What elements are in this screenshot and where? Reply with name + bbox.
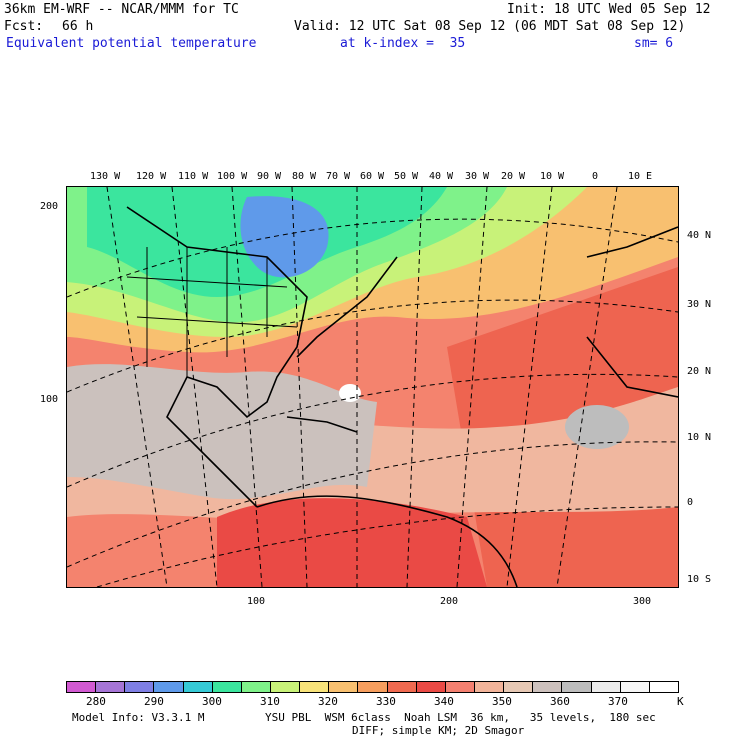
colorbar-swatch	[358, 682, 388, 692]
lon-label: 30 W	[465, 171, 490, 182]
lon-label: 40 W	[429, 171, 454, 182]
colorbar-swatch	[96, 682, 126, 692]
map-canvas	[67, 187, 678, 587]
colorbar-swatch	[125, 682, 155, 692]
colorbar-swatch	[183, 682, 213, 692]
colorbar-swatch	[649, 682, 678, 692]
lat-label: 10 N	[687, 432, 712, 443]
colorbar-label: 350	[492, 695, 512, 708]
colorbar-label: 320	[318, 695, 338, 708]
coastlines	[126, 206, 678, 587]
theta-e-map	[66, 186, 679, 588]
colorbar-swatch	[416, 682, 446, 692]
lon-label: 10 E	[628, 171, 653, 182]
lon-label: 100 W	[217, 171, 248, 182]
lon-label: 110 W	[178, 171, 209, 182]
colorbar	[66, 681, 679, 693]
colorbar-label: 300	[202, 695, 222, 708]
lon-label: 10 W	[540, 171, 565, 182]
colorbar-label: 330	[376, 695, 396, 708]
colorbar-swatch	[591, 682, 621, 692]
colorbar-label: 280	[86, 695, 106, 708]
colorbar-swatch	[620, 682, 650, 692]
diffusion-info: DIFF; simple KM; 2D Smagor	[352, 724, 525, 737]
lat-label: 40 N	[687, 230, 712, 241]
colorbar-label: 310	[260, 695, 280, 708]
colorbar-swatch	[474, 682, 505, 692]
borders	[126, 247, 298, 377]
colorbar-swatch	[387, 682, 417, 692]
grid-label-bottom: 100	[247, 596, 266, 607]
lat-label: 20 N	[687, 366, 712, 377]
colorbar-swatch	[562, 682, 592, 692]
lon-label: 90 W	[257, 171, 282, 182]
physics-info: YSU PBL WSM 6class Noah LSM 36 km, 35 le…	[265, 711, 656, 724]
lon-label: 70 W	[326, 171, 351, 182]
grid-label-bottom: 300	[633, 596, 652, 607]
colorbar-label: 340	[434, 695, 454, 708]
field-patch-gray	[565, 405, 629, 449]
colorbar-swatch	[212, 682, 242, 692]
init-time: Init: 18 UTC Wed 05 Sep 12	[507, 2, 711, 17]
lon-label: 60 W	[360, 171, 385, 182]
grid-label-bottom: 200	[440, 596, 459, 607]
colorbar-swatch	[504, 682, 534, 692]
grid-label-left: 200	[40, 201, 59, 212]
field-land-red	[217, 498, 487, 587]
grid-label-left: 100	[40, 394, 59, 405]
valid-time: Valid: 12 UTC Sat 08 Sep 12 (06 MDT Sat …	[294, 19, 686, 34]
colorbar-swatch	[241, 682, 271, 692]
lon-label: 120 W	[136, 171, 167, 182]
colorbar-swatch	[445, 682, 475, 692]
colorbar-unit: K	[677, 695, 684, 708]
lon-label: 20 W	[501, 171, 526, 182]
cyclone-core	[339, 384, 361, 402]
lon-label: 0	[592, 171, 599, 182]
k-index: at k-index = 35	[340, 36, 466, 51]
lon-label: 80 W	[292, 171, 317, 182]
lat-label: 30 N	[687, 299, 712, 310]
colorbar-swatch	[300, 682, 330, 692]
forecast-label: Fcst:	[4, 19, 44, 34]
colorbar-label: 370	[608, 695, 628, 708]
colorbar-swatch	[329, 682, 359, 692]
colorbar-swatch	[270, 682, 301, 692]
lon-label: 130 W	[90, 171, 121, 182]
colorbar-swatch	[154, 682, 184, 692]
lat-label: 0	[687, 497, 694, 508]
colorbar-label: 290	[144, 695, 164, 708]
forecast-hours: 66 h	[62, 19, 94, 34]
smoothing: sm= 6	[634, 36, 674, 51]
lat-label: 10 S	[687, 574, 712, 585]
field-name: Equivalent potential temperature	[6, 36, 257, 51]
colorbar-swatch	[533, 682, 563, 692]
graticule	[67, 187, 678, 587]
model-info: Model Info: V3.3.1 M	[72, 711, 205, 724]
model-title: 36km EM-WRF -- NCAR/MMM for TC	[4, 2, 239, 17]
colorbar-swatch	[67, 682, 97, 692]
lon-label: 50 W	[394, 171, 419, 182]
colorbar-label: 360	[550, 695, 570, 708]
